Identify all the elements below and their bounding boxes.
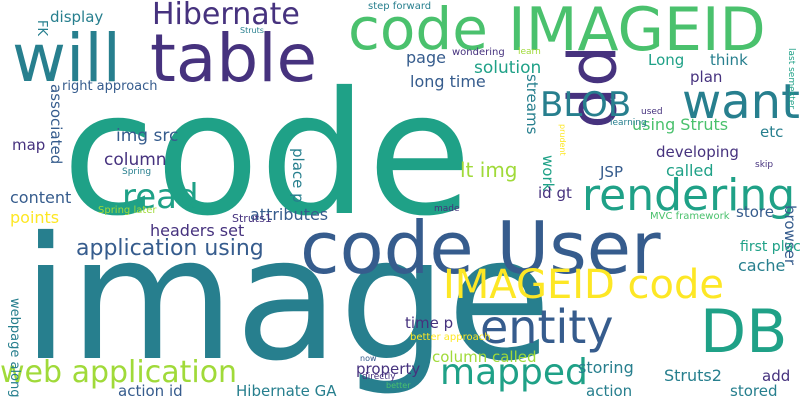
word-column-called: column called: [432, 348, 537, 366]
word-etc: etc: [760, 123, 784, 141]
word-directly: directly: [362, 372, 396, 382]
word-lt-img: lt img: [460, 158, 518, 182]
word-map: map: [12, 136, 46, 154]
word-associated: associated: [47, 84, 65, 165]
word-mapped: mapped: [440, 352, 588, 393]
word-better-approach: better approach: [410, 332, 491, 343]
word-used: used: [641, 107, 663, 117]
word-action: action: [586, 382, 633, 400]
word-rendering: rendering: [582, 170, 796, 221]
word-struts: Struts: [240, 26, 264, 35]
word-application-using: application using: [76, 236, 264, 261]
word-property: property: [356, 360, 421, 378]
word-store: store: [736, 203, 774, 221]
word-webpage-along: webpage along: [7, 298, 22, 398]
word-imageid-top: IMAGEID: [508, 0, 766, 65]
word-code-top: code: [348, 0, 488, 63]
word-stored: stored: [730, 382, 778, 400]
word-will: will: [12, 20, 121, 97]
word-first-place: first place: [740, 239, 800, 255]
word-now: now: [360, 354, 377, 363]
word-prudent: prudent: [558, 124, 567, 156]
word-want: want: [682, 74, 800, 130]
word-called: called: [666, 161, 714, 180]
word-fk: FK: [34, 20, 49, 37]
word-points: points: [10, 208, 60, 227]
word-attributes: attributes: [250, 205, 329, 224]
word-using-struts: using Struts: [632, 115, 729, 134]
word-image: image: [22, 201, 552, 399]
word-img-src: img src: [116, 126, 179, 146]
word-browser: browser: [781, 205, 799, 266]
word-hibernate: Hibernate: [152, 0, 300, 32]
word-display: display: [50, 8, 104, 26]
word-developing: developing: [656, 143, 739, 161]
word-long-time: long time: [410, 72, 486, 91]
word-content: content: [10, 188, 72, 207]
word-time-p: time p: [405, 314, 454, 332]
word-learning: learning: [610, 118, 647, 128]
word-web-application: web application: [0, 355, 238, 390]
word-struts2: Struts2: [664, 366, 722, 385]
word-streams: streams: [523, 74, 541, 135]
word-jsp: JSP: [600, 163, 623, 181]
word-better: better: [386, 381, 411, 390]
word-code-main: code: [62, 56, 472, 254]
word-page: page: [406, 48, 446, 67]
word-solution: solution: [474, 58, 542, 78]
word-id-gt: id gt: [538, 184, 572, 202]
word-code-user: code User: [300, 206, 661, 290]
word-table: table: [150, 20, 318, 97]
word-spring-later: Spring later: [98, 205, 157, 216]
word-mvc-framework: MVC framework: [650, 211, 730, 222]
word-step-forward: step forward: [368, 1, 432, 12]
word-storing: storing: [578, 358, 634, 377]
word-headers-set: headers set: [150, 221, 245, 240]
word-long: Long: [648, 51, 685, 69]
word-struts1: Struts1: [232, 212, 272, 225]
word-last-semester: last semester: [786, 48, 796, 110]
word-column: column: [104, 150, 167, 170]
word-spring: Spring: [122, 167, 152, 177]
word-made: made: [434, 204, 460, 214]
word-skip: skip: [755, 160, 774, 170]
word-db: DB: [700, 297, 788, 367]
word-blob: BLOB: [540, 85, 632, 125]
word-add: add: [762, 367, 791, 385]
word-action-id: action id: [118, 382, 183, 400]
word-place-p: place p: [289, 148, 307, 203]
word-work: work: [539, 155, 557, 192]
word-wondering: wondering: [452, 47, 505, 58]
word-imageid-code: IMAGEID code: [443, 262, 725, 308]
word-hibernate-ga: Hibernate GA: [236, 382, 337, 400]
word-read: read: [122, 177, 199, 217]
word-cache: cache: [738, 256, 786, 275]
word-think: think: [710, 51, 748, 69]
word-pp: pp: [563, 45, 640, 129]
word-plan: plan: [690, 68, 723, 86]
word-right-approach: right approach: [62, 79, 158, 94]
word-entity: entity: [480, 300, 614, 354]
word-learn: learn: [518, 47, 541, 57]
